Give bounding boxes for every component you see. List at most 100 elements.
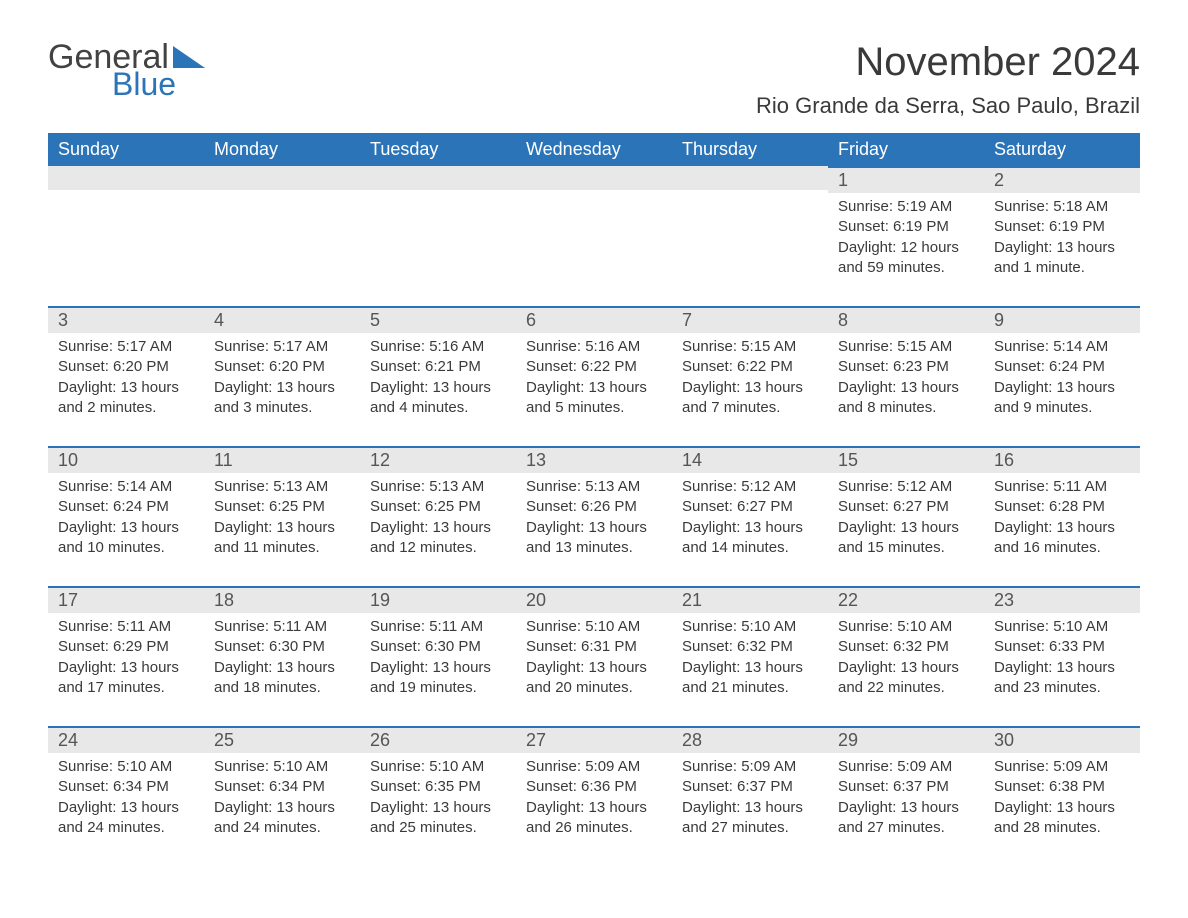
day-number: 5 bbox=[360, 308, 516, 333]
calendar-cell bbox=[48, 166, 204, 306]
day-info: Sunrise: 5:17 AMSunset: 6:20 PMDaylight:… bbox=[204, 333, 360, 426]
calendar-cell: 15Sunrise: 5:12 AMSunset: 6:27 PMDayligh… bbox=[828, 446, 984, 586]
day-info: Sunrise: 5:11 AMSunset: 6:28 PMDaylight:… bbox=[984, 473, 1140, 566]
daylight-text: Daylight: 13 hours and 23 minutes. bbox=[994, 658, 1130, 699]
day-info: Sunrise: 5:17 AMSunset: 6:20 PMDaylight:… bbox=[48, 333, 204, 426]
sunrise-text: Sunrise: 5:13 AM bbox=[370, 477, 506, 497]
calendar-table: SundayMondayTuesdayWednesdayThursdayFrid… bbox=[48, 133, 1140, 866]
sunset-text: Sunset: 6:34 PM bbox=[214, 777, 350, 797]
header: General Blue November 2024 Rio Grande da… bbox=[48, 40, 1140, 119]
calendar-cell: 22Sunrise: 5:10 AMSunset: 6:32 PMDayligh… bbox=[828, 586, 984, 726]
day-info: Sunrise: 5:16 AMSunset: 6:21 PMDaylight:… bbox=[360, 333, 516, 426]
day-info: Sunrise: 5:11 AMSunset: 6:30 PMDaylight:… bbox=[204, 613, 360, 706]
weekday-header: Wednesday bbox=[516, 133, 672, 166]
daylight-text: Daylight: 13 hours and 21 minutes. bbox=[682, 658, 818, 699]
daylight-text: Daylight: 13 hours and 27 minutes. bbox=[838, 798, 974, 839]
daylight-text: Daylight: 13 hours and 16 minutes. bbox=[994, 518, 1130, 559]
sunrise-text: Sunrise: 5:19 AM bbox=[838, 197, 974, 217]
sunrise-text: Sunrise: 5:16 AM bbox=[526, 337, 662, 357]
sunset-text: Sunset: 6:25 PM bbox=[214, 497, 350, 517]
calendar-week-row: 24Sunrise: 5:10 AMSunset: 6:34 PMDayligh… bbox=[48, 726, 1140, 866]
calendar-cell: 25Sunrise: 5:10 AMSunset: 6:34 PMDayligh… bbox=[204, 726, 360, 866]
day-number: 13 bbox=[516, 448, 672, 473]
day-number: 8 bbox=[828, 308, 984, 333]
day-info: Sunrise: 5:15 AMSunset: 6:23 PMDaylight:… bbox=[828, 333, 984, 426]
sunrise-text: Sunrise: 5:12 AM bbox=[682, 477, 818, 497]
day-info: Sunrise: 5:10 AMSunset: 6:31 PMDaylight:… bbox=[516, 613, 672, 706]
calendar-cell: 26Sunrise: 5:10 AMSunset: 6:35 PMDayligh… bbox=[360, 726, 516, 866]
day-number: 10 bbox=[48, 448, 204, 473]
sunset-text: Sunset: 6:23 PM bbox=[838, 357, 974, 377]
day-number bbox=[360, 166, 516, 190]
sunset-text: Sunset: 6:31 PM bbox=[526, 637, 662, 657]
sunrise-text: Sunrise: 5:14 AM bbox=[994, 337, 1130, 357]
calendar-header-row: SundayMondayTuesdayWednesdayThursdayFrid… bbox=[48, 133, 1140, 166]
day-number bbox=[672, 166, 828, 190]
weekday-header: Monday bbox=[204, 133, 360, 166]
daylight-text: Daylight: 13 hours and 28 minutes. bbox=[994, 798, 1130, 839]
sunrise-text: Sunrise: 5:10 AM bbox=[994, 617, 1130, 637]
day-number: 19 bbox=[360, 588, 516, 613]
calendar-cell: 24Sunrise: 5:10 AMSunset: 6:34 PMDayligh… bbox=[48, 726, 204, 866]
sunrise-text: Sunrise: 5:17 AM bbox=[214, 337, 350, 357]
calendar-cell: 3Sunrise: 5:17 AMSunset: 6:20 PMDaylight… bbox=[48, 306, 204, 446]
day-info: Sunrise: 5:16 AMSunset: 6:22 PMDaylight:… bbox=[516, 333, 672, 426]
weekday-header: Sunday bbox=[48, 133, 204, 166]
day-number: 21 bbox=[672, 588, 828, 613]
day-info: Sunrise: 5:13 AMSunset: 6:25 PMDaylight:… bbox=[360, 473, 516, 566]
sunrise-text: Sunrise: 5:14 AM bbox=[58, 477, 194, 497]
day-info: Sunrise: 5:10 AMSunset: 6:34 PMDaylight:… bbox=[48, 753, 204, 846]
daylight-text: Daylight: 13 hours and 3 minutes. bbox=[214, 378, 350, 419]
calendar-cell: 20Sunrise: 5:10 AMSunset: 6:31 PMDayligh… bbox=[516, 586, 672, 726]
sunset-text: Sunset: 6:22 PM bbox=[526, 357, 662, 377]
day-info: Sunrise: 5:15 AMSunset: 6:22 PMDaylight:… bbox=[672, 333, 828, 426]
calendar-cell: 10Sunrise: 5:14 AMSunset: 6:24 PMDayligh… bbox=[48, 446, 204, 586]
daylight-text: Daylight: 13 hours and 20 minutes. bbox=[526, 658, 662, 699]
calendar-body: 1 Sunrise: 5:19 AM Sunset: 6:19 PM Daylight… bbox=[48, 166, 1140, 866]
day-info: Sunrise: 5:13 AMSunset: 6:25 PMDaylight:… bbox=[204, 473, 360, 566]
weekday-header: Tuesday bbox=[360, 133, 516, 166]
daylight-text: Daylight: 13 hours and 7 minutes. bbox=[682, 378, 818, 419]
title-block: November 2024 Rio Grande da Serra, Sao P… bbox=[756, 40, 1140, 119]
sunset-text: Sunset: 6:19 PM bbox=[994, 217, 1130, 237]
daylight-text: Daylight: 13 hours and 27 minutes. bbox=[682, 798, 818, 839]
daylight-text: Daylight: 13 hours and 22 minutes. bbox=[838, 658, 974, 699]
calendar-cell: 1Sunrise: 5:19 AMSunset: 6:19 PMDaylight… bbox=[828, 166, 984, 306]
sunrise-text: Sunrise: 5:09 AM bbox=[994, 757, 1130, 777]
day-info: Sunrise: 5:14 AMSunset: 6:24 PMDaylight:… bbox=[48, 473, 204, 566]
daylight-text: Daylight: 13 hours and 8 minutes. bbox=[838, 378, 974, 419]
daylight-text: Daylight: 13 hours and 25 minutes. bbox=[370, 798, 506, 839]
sunset-text: Sunset: 6:34 PM bbox=[58, 777, 194, 797]
day-number: 29 bbox=[828, 728, 984, 753]
day-number: 12 bbox=[360, 448, 516, 473]
day-info: Sunrise: 5:14 AMSunset: 6:24 PMDaylight:… bbox=[984, 333, 1140, 426]
day-info: Sunrise: 5:10 AMSunset: 6:34 PMDaylight:… bbox=[204, 753, 360, 846]
day-info: Sunrise: 5:10 AMSunset: 6:32 PMDaylight:… bbox=[828, 613, 984, 706]
daylight-text: Daylight: 13 hours and 17 minutes. bbox=[58, 658, 194, 699]
sunset-text: Sunset: 6:32 PM bbox=[682, 637, 818, 657]
calendar-week-row: 10Sunrise: 5:14 AMSunset: 6:24 PMDayligh… bbox=[48, 446, 1140, 586]
day-number: 24 bbox=[48, 728, 204, 753]
calendar-week-row: 3Sunrise: 5:17 AMSunset: 6:20 PMDaylight… bbox=[48, 306, 1140, 446]
day-number: 2 bbox=[984, 168, 1140, 193]
daylight-text: Daylight: 13 hours and 14 minutes. bbox=[682, 518, 818, 559]
calendar-cell: 29 Sunrise: 5:09 AMSunset: 6:37 PMDayligh… bbox=[828, 726, 984, 866]
daylight-text: Daylight: 13 hours and 15 minutes. bbox=[838, 518, 974, 559]
day-number: 20 bbox=[516, 588, 672, 613]
day-number bbox=[516, 166, 672, 190]
sunrise-text: Sunrise: 5:11 AM bbox=[370, 617, 506, 637]
sunrise-text: Sunrise: 5:10 AM bbox=[370, 757, 506, 777]
daylight-text: Daylight: 13 hours and 19 minutes. bbox=[370, 658, 506, 699]
sunrise-text: Sunrise: 5:09 AM bbox=[838, 757, 974, 777]
calendar-cell bbox=[360, 166, 516, 306]
day-number: 1 bbox=[828, 168, 984, 193]
day-info: Sunrise: 5:09 AMSunset: 6:37 PMDaylight:… bbox=[672, 753, 828, 846]
daylight-text: Daylight: 13 hours and 18 minutes. bbox=[214, 658, 350, 699]
day-number: 9 bbox=[984, 308, 1140, 333]
sunrise-text: Sunrise: 5:09 AM bbox=[526, 757, 662, 777]
day-info: Sunrise: 5:12 AMSunset: 6:27 PMDaylight:… bbox=[672, 473, 828, 566]
calendar-cell: 19Sunrise: 5:11 AMSunset: 6:30 PMDayligh… bbox=[360, 586, 516, 726]
sunset-text: Sunset: 6:37 PM bbox=[838, 777, 974, 797]
sunrise-text: Sunrise: 5:10 AM bbox=[838, 617, 974, 637]
day-info: Sunrise: 5:12 AMSunset: 6:27 PMDaylight:… bbox=[828, 473, 984, 566]
